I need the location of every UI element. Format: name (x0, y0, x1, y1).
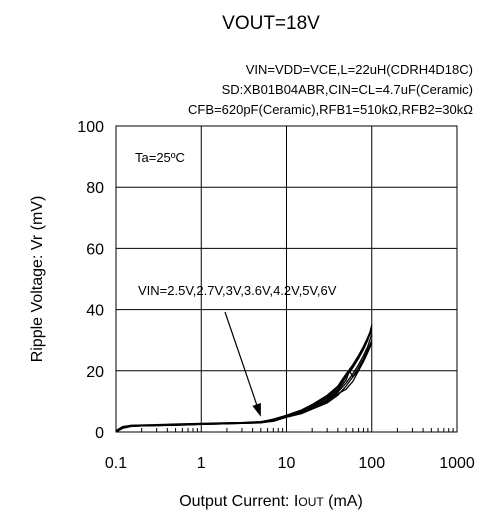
series-line-7 (115, 339, 373, 433)
series-line-6 (115, 330, 373, 432)
x-tick-label: 10 (278, 455, 296, 472)
plot-frame (115, 125, 458, 433)
chart-title: VOUT=18V (222, 13, 320, 34)
x-tick-label: 0.1 (105, 455, 127, 472)
condition-line-2: SD:XB01B04ABR,CIN=CL=4.7uF(Ceramic) (222, 82, 473, 97)
x-tick-label: 1 (197, 455, 206, 472)
y-tick-label: 0 (95, 425, 104, 442)
ambient-temperature-label: Ta=25ºC (135, 150, 185, 165)
condition-line-1: VIN=VDD=VCE,L=22uH(CDRH4D18C) (246, 62, 473, 77)
y-tick-label: 60 (86, 241, 104, 258)
minor-ticks (141, 428, 454, 432)
series-line-1 (115, 333, 373, 433)
series-line-2 (115, 324, 373, 432)
x-axis-label: Output Current: IOUT (mA) (179, 493, 363, 510)
series-lines (115, 324, 373, 433)
y-tick-label: 40 (86, 303, 104, 320)
x-tick-label: 100 (358, 455, 385, 472)
vin-annotation: VIN=2.5V,2.7V,3V,3.6V,4.2V,5V,6V (138, 283, 337, 298)
annotation-arrowhead (252, 402, 261, 417)
y-tick-label: 80 (86, 180, 104, 197)
x-tick-labels: 0.1 1 10 100 1000 (105, 455, 475, 472)
condition-line-3: CFB=620pF(Ceramic),RFB1=510kΩ,RFB2=30kΩ (188, 102, 473, 117)
y-tick-label: 20 (86, 364, 104, 381)
series-line-5 (115, 342, 373, 433)
annotation-arrow (224, 311, 258, 405)
y-tick-labels: 0 20 40 60 80 100 (77, 119, 104, 442)
grid-lines (115, 125, 458, 433)
y-tick-label: 100 (77, 119, 104, 136)
x-tick-label: 1000 (439, 455, 475, 472)
series-line-4 (115, 327, 373, 432)
y-axis-label: Ripple Voltage: Vr (mV) (29, 196, 46, 363)
series-line-3 (115, 343, 373, 433)
